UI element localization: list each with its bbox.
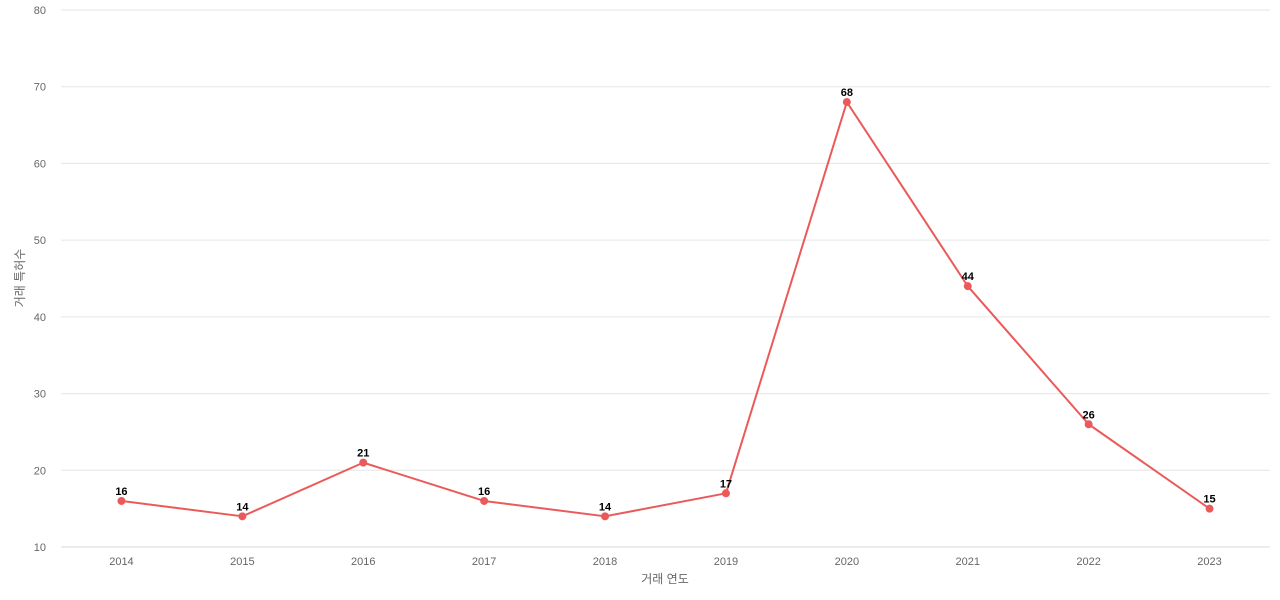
y-tick-label: 40	[34, 312, 46, 324]
data-label: 68	[841, 87, 853, 99]
grid-layer	[61, 9, 1270, 548]
y-tick-label: 50	[34, 235, 46, 247]
y-tick-label: 70	[34, 82, 46, 94]
y-tick-label: 60	[34, 158, 46, 170]
data-label: 44	[962, 271, 975, 283]
y-tick-label: 80	[34, 5, 46, 17]
data-point[interactable]	[721, 489, 730, 498]
data-point[interactable]	[1205, 504, 1214, 513]
data-label: 15	[1203, 494, 1215, 506]
data-point[interactable]	[117, 496, 126, 505]
data-label: 14	[236, 501, 249, 513]
data-label: 17	[720, 478, 732, 490]
x-tick-label: 2018	[593, 556, 617, 568]
series-line	[121, 101, 1211, 518]
data-point[interactable]	[480, 496, 489, 505]
data-label: 16	[478, 486, 490, 498]
x-tick-label: 2017	[472, 556, 496, 568]
x-tick-label: 2016	[351, 556, 375, 568]
data-labels: 16 14 21 16 14 17 68 44 26 15	[115, 87, 1215, 513]
x-axis-title: 거래 연도	[641, 572, 689, 586]
y-axis-title: 거래 특허수	[13, 249, 27, 308]
x-tick-label: 2020	[835, 556, 859, 568]
data-point[interactable]	[359, 458, 368, 467]
data-point[interactable]	[238, 512, 247, 521]
data-label: 26	[1083, 409, 1095, 421]
x-tick-label: 2014	[109, 556, 133, 568]
x-tick-label: 2023	[1197, 556, 1221, 568]
y-tick-label: 20	[34, 465, 46, 477]
data-point[interactable]	[842, 98, 851, 107]
data-label: 21	[357, 448, 369, 460]
y-tick-label: 10	[34, 542, 46, 554]
x-tick-label: 2021	[956, 556, 980, 568]
data-point[interactable]	[963, 282, 972, 291]
series-layer	[117, 98, 1214, 521]
data-point[interactable]	[1084, 420, 1093, 429]
data-label: 16	[115, 486, 127, 498]
x-tick-label: 2019	[714, 556, 738, 568]
data-label: 14	[599, 501, 612, 513]
x-tick-label: 2022	[1076, 556, 1100, 568]
y-tick-label: 30	[34, 389, 46, 401]
x-tick-label: 2015	[230, 556, 254, 568]
y-axis-ticks: 10 20 30 40 50 60 70 80	[34, 5, 46, 554]
x-axis-ticks: 2014 2015 2016 2017 2018 2019 2020 2021 2022 2023	[109, 556, 1222, 568]
data-point[interactable]	[601, 512, 610, 521]
